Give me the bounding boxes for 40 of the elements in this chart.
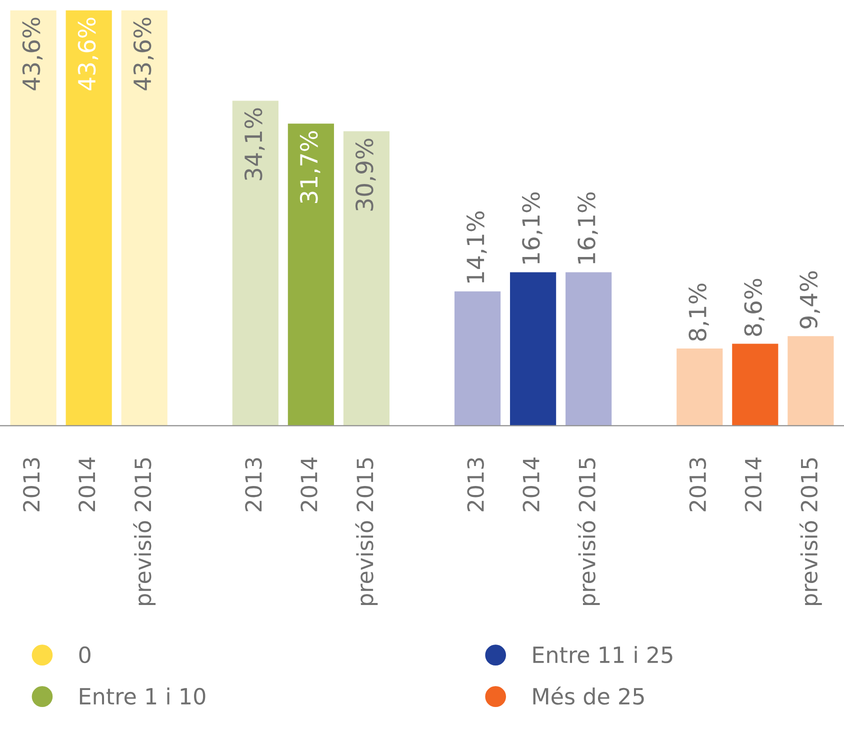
bar xyxy=(121,10,168,426)
data-label: 9,4% xyxy=(800,271,820,328)
data-label: 16,1% xyxy=(522,192,542,264)
data-label: 31,7% xyxy=(300,131,320,204)
bar xyxy=(454,291,501,426)
x-tick-label: 2014 xyxy=(744,458,762,512)
bar xyxy=(732,344,778,426)
bar xyxy=(566,272,612,426)
x-tick-label: 2014 xyxy=(300,458,318,512)
bar xyxy=(788,336,834,426)
x-tick-label: 2013 xyxy=(245,458,262,512)
data-label: 8,1% xyxy=(688,284,709,341)
bar xyxy=(10,10,56,426)
legend-label: 0 xyxy=(79,646,90,664)
data-label: 43,6% xyxy=(133,18,154,90)
x-tick-label: 2014 xyxy=(522,458,540,512)
bar xyxy=(510,272,556,426)
legend-label: Més de 25 xyxy=(533,686,644,705)
x-tick-label: previsió 2015 xyxy=(355,458,378,605)
legend-label: Entre 11 i 25 xyxy=(533,646,672,664)
bar xyxy=(288,124,334,426)
data-label: 43,6% xyxy=(78,18,98,90)
data-label: 8,6% xyxy=(744,278,764,336)
bar xyxy=(676,348,723,426)
x-tick-label: previsió 2015 xyxy=(799,458,822,605)
x-tick-label: 2013 xyxy=(689,458,706,512)
data-label: 34,1% xyxy=(244,108,265,180)
x-tick-label: 2013 xyxy=(467,458,484,512)
x-tick-label: 2013 xyxy=(22,458,40,512)
data-label: 43,6% xyxy=(22,18,43,90)
x-tick-label: 2014 xyxy=(78,458,96,512)
data-label: 16,1% xyxy=(578,192,598,264)
x-tick-label: previsió 2015 xyxy=(577,458,600,605)
legend-label: Entre 1 i 10 xyxy=(80,687,206,705)
bar xyxy=(343,131,390,426)
x-tick-label: previsió 2015 xyxy=(133,458,156,605)
data-label: 30,9% xyxy=(355,138,376,211)
bar xyxy=(232,100,278,426)
bar xyxy=(66,10,112,426)
data-label: 14,1% xyxy=(466,211,487,283)
